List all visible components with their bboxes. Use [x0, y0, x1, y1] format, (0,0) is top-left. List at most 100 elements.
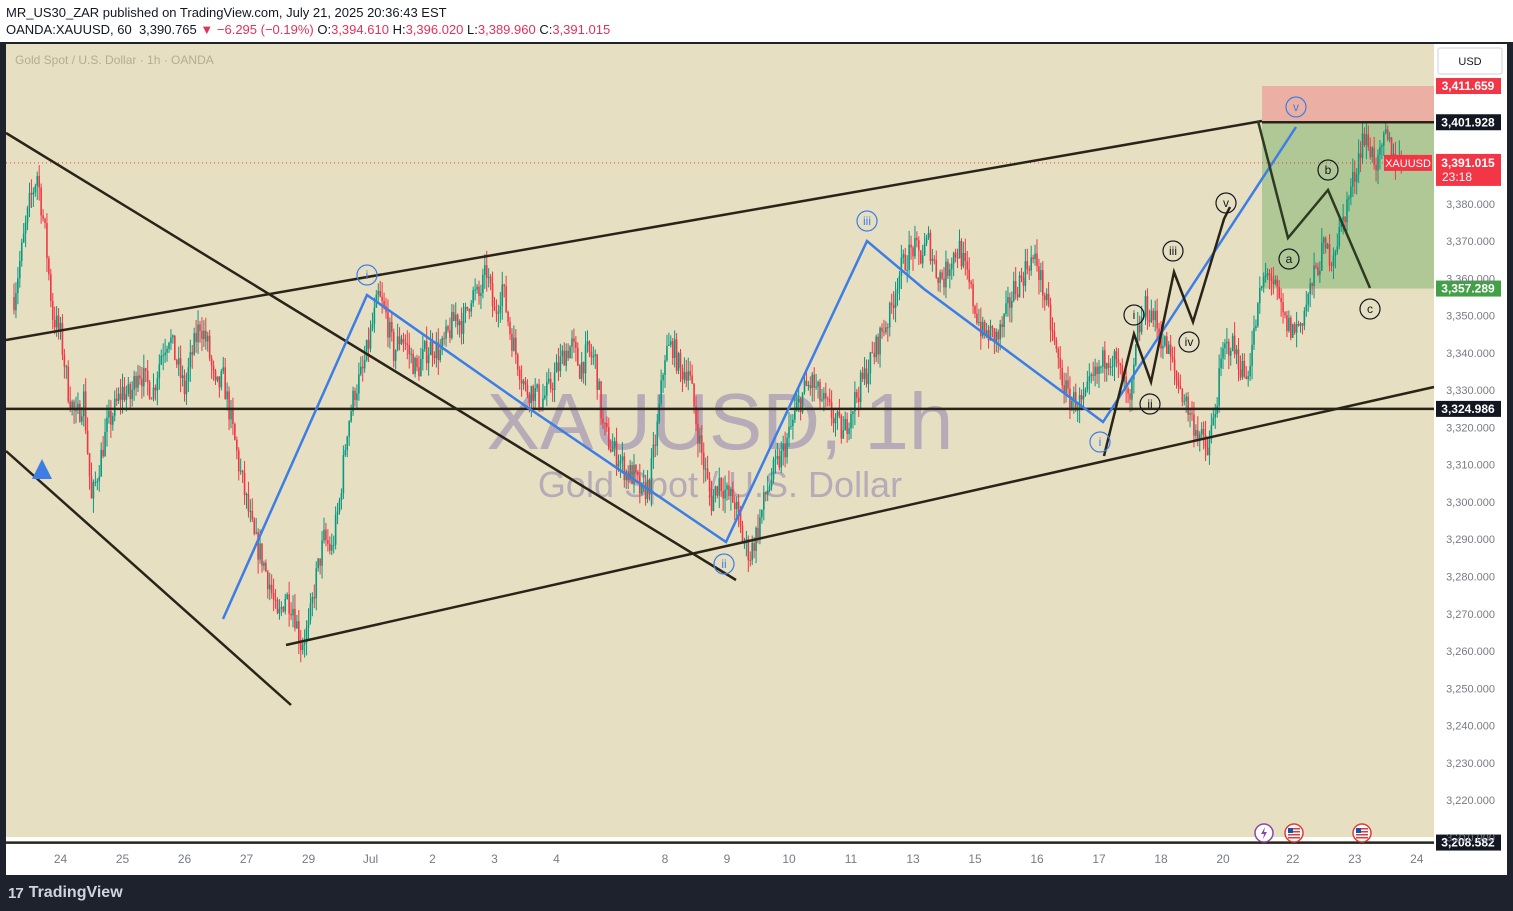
candle [208, 329, 211, 362]
symbol-tag: XAUUSD [1385, 158, 1431, 170]
y-tick-label: 3,370.000 [1446, 236, 1495, 248]
candle-body [387, 312, 389, 338]
wave-label-text: v [1223, 196, 1229, 210]
candle-body [621, 456, 624, 461]
y-tick-label: 3,300.000 [1446, 497, 1495, 509]
candle [1198, 431, 1201, 452]
x-tick-label: 8 [662, 852, 669, 866]
wave-label-primary: v [1285, 96, 1307, 118]
candle [598, 378, 600, 390]
candle [542, 383, 544, 412]
candle [1011, 291, 1013, 323]
candle [325, 522, 327, 547]
candle [1200, 422, 1203, 439]
candle [902, 249, 905, 264]
candle-body [652, 444, 655, 458]
candle [613, 437, 616, 457]
candle-body [36, 176, 39, 186]
candle-body [472, 290, 474, 304]
candle [1322, 236, 1325, 255]
candle-body [1288, 317, 1290, 332]
candle [763, 485, 765, 521]
candle [712, 488, 715, 512]
candle-body [997, 331, 1000, 340]
candle [633, 454, 635, 494]
candle-body [753, 543, 755, 551]
candle-body [1042, 270, 1044, 296]
candle [1119, 362, 1122, 375]
us-flag-event-icon[interactable] [1284, 823, 1304, 843]
candle-body [968, 269, 970, 283]
candle-body [125, 394, 128, 400]
candle-body [805, 380, 808, 386]
candle-body [1193, 414, 1195, 436]
candle [1381, 143, 1383, 160]
lightning-event-icon[interactable] [1254, 823, 1274, 843]
chart-area[interactable]: XAUUSD, 1h Gold Spot / U.S. Dollar i ii iii… [5, 44, 1507, 875]
candle [338, 497, 341, 515]
candle [596, 353, 598, 400]
candle-body [1388, 137, 1391, 140]
candle-body [1082, 395, 1085, 400]
candle [912, 245, 914, 271]
candle-body [82, 391, 85, 417]
candle-body [1171, 356, 1174, 360]
candle [945, 250, 947, 299]
candle-body [606, 423, 608, 428]
wave-label-minor: b [1317, 159, 1339, 181]
candle [26, 205, 29, 231]
candle [949, 263, 951, 289]
candle-body [1264, 275, 1267, 278]
candle [892, 291, 895, 320]
candle-body [1131, 379, 1133, 400]
candle-body [668, 344, 670, 346]
candle-body [766, 490, 769, 495]
candle-body [96, 481, 99, 483]
y-tick-label: 3,220.000 [1446, 795, 1495, 807]
candle [1007, 286, 1009, 317]
us-flag-event-icon[interactable] [1352, 823, 1372, 843]
candle-body [356, 393, 358, 401]
candle [1094, 358, 1096, 387]
candle-body [46, 223, 48, 259]
candle-body [650, 457, 653, 495]
y-tick-label: 3,340.000 [1446, 348, 1495, 360]
candle [253, 516, 256, 536]
candle [276, 597, 279, 615]
tradingview-logo[interactable]: 17 TradingView [8, 884, 123, 902]
symbol-label[interactable]: OANDA:XAUUSD, 60 [6, 22, 132, 37]
candle [1102, 346, 1104, 374]
candle [1257, 302, 1259, 328]
candle-body [958, 240, 961, 259]
candle [1136, 311, 1139, 347]
candle-body [594, 354, 597, 357]
currency-button[interactable] [1437, 47, 1503, 75]
candle-body [925, 237, 928, 244]
candle-body [1361, 133, 1364, 159]
candle [1012, 271, 1015, 303]
wave-label-text: ii [1147, 397, 1152, 411]
candle [396, 323, 399, 352]
candle-body [867, 373, 870, 384]
candle-body [191, 352, 194, 355]
candle [726, 482, 728, 501]
x-tick-label: 17 [1092, 852, 1106, 866]
candle-body [861, 372, 864, 379]
candle [1014, 267, 1017, 300]
candle [185, 372, 188, 405]
candle [1328, 234, 1331, 272]
low-label: L: [467, 22, 478, 37]
candle-body [1063, 385, 1065, 394]
candle [19, 250, 21, 288]
candle [939, 269, 941, 293]
candle [360, 356, 362, 377]
candle [848, 422, 850, 441]
candle [239, 458, 242, 475]
candle-body [236, 439, 238, 451]
candle [856, 388, 858, 404]
candle-body [489, 276, 492, 284]
candle-body [1197, 430, 1199, 440]
upper-channel-line [5, 119, 1263, 342]
x-tick-label: 9 [724, 852, 731, 866]
